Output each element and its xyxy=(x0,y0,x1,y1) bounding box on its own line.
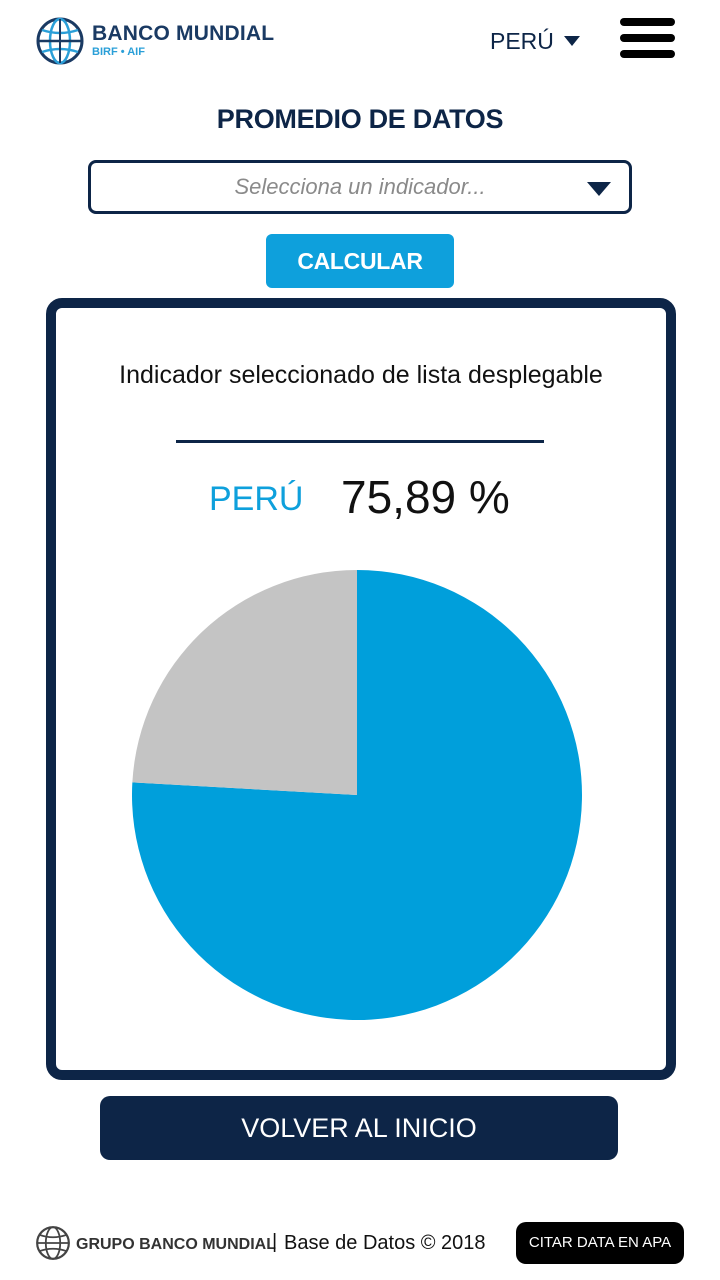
logo-subtitle: BIRF • AIF xyxy=(92,46,145,58)
cite-apa-button[interactable]: CITAR DATA EN APA xyxy=(516,1222,684,1264)
globe-icon xyxy=(36,17,84,65)
selected-indicator-name: Indicador seleccionado de lista desplega… xyxy=(119,361,603,389)
result-row: PERÚ 75,89 % xyxy=(56,468,666,528)
back-to-home-button[interactable]: VOLVER AL INICIO xyxy=(100,1096,618,1160)
footer-copyright: Base de Datos © 2018 xyxy=(284,1232,486,1254)
country-dropdown-label: PERÚ xyxy=(490,27,554,54)
chevron-down-icon xyxy=(563,36,580,46)
pie-chart xyxy=(132,570,582,1020)
divider xyxy=(176,440,544,443)
hamburger-menu-icon[interactable] xyxy=(620,18,675,58)
indicator-dropdown-placeholder: Selecciona un indicador... xyxy=(234,174,486,199)
pie-slice-0 xyxy=(132,570,582,1020)
result-country: PERÚ xyxy=(209,480,304,518)
result-card: Indicador seleccionado de lista desplega… xyxy=(46,298,676,1080)
logo-title: BANCO MUNDIAL xyxy=(92,22,275,45)
caret-down-icon xyxy=(587,182,611,196)
indicator-dropdown[interactable]: Selecciona un indicador... xyxy=(88,160,632,214)
page-title: PROMEDIO DE DATOS xyxy=(216,104,504,134)
calculate-button[interactable]: CALCULAR xyxy=(266,234,454,288)
world-bank-logo[interactable]: BANCO MUNDIAL BIRF • AIF xyxy=(35,16,285,66)
footer-org-name: GRUPO BANCO MUNDIAL xyxy=(76,1236,276,1253)
pie-slice-1 xyxy=(132,570,357,795)
globe-icon xyxy=(36,1226,70,1260)
footer: GRUPO BANCO MUNDIAL | Base de Datos © 20… xyxy=(0,1210,720,1280)
result-value: 75,89 % xyxy=(341,471,510,523)
app-header: BANCO MUNDIAL BIRF • AIF PERÚ xyxy=(0,0,720,84)
country-dropdown[interactable]: PERÚ xyxy=(490,26,580,56)
footer-separator: | xyxy=(272,1231,278,1253)
